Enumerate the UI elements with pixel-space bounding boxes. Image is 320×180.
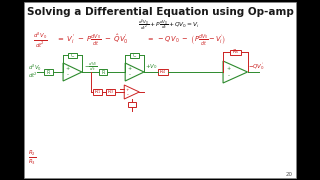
Text: +: + <box>227 66 231 71</box>
Text: R: R <box>101 69 105 75</box>
Text: -: - <box>66 73 68 78</box>
Bar <box>99 69 107 75</box>
Bar <box>93 89 102 95</box>
Text: $\frac{d^2V_0}{dt^2}$: $\frac{d^2V_0}{dt^2}$ <box>33 30 48 50</box>
Text: -: - <box>128 73 131 78</box>
Text: $R_6$: $R_6$ <box>232 48 239 57</box>
Bar <box>106 89 115 95</box>
Text: $-\frac{dV_0}{dt}$: $-\frac{dV_0}{dt}$ <box>84 61 97 73</box>
Text: C: C <box>71 53 74 57</box>
Bar <box>44 69 53 75</box>
Text: $=\ -Q\,V_0\ -\ \left(P\frac{dV_0}{dt}-V_i^{'}\right)$: $=\ -Q\,V_0\ -\ \left(P\frac{dV_0}{dt}-V… <box>146 32 226 48</box>
Text: $=\ V_i^{'}\ -\ P\frac{dV_0}{dt}\ -\ \hat{Q}V_0^{'}$: $=\ V_i^{'}\ -\ P\frac{dV_0}{dt}\ -\ \ha… <box>57 32 129 48</box>
Text: 20: 20 <box>286 172 293 177</box>
Text: $R_4$: $R_4$ <box>159 68 166 76</box>
Text: R: R <box>47 69 50 75</box>
Bar <box>158 69 168 75</box>
Text: $d^2V_0$: $d^2V_0$ <box>28 63 42 73</box>
Bar <box>230 50 241 55</box>
Text: $R_1$: $R_1$ <box>94 87 101 96</box>
Text: Solving a Differential Equation using Op-amp: Solving a Differential Equation using Op… <box>27 7 293 17</box>
Bar <box>68 53 77 57</box>
Text: -: - <box>127 92 129 97</box>
Text: +: + <box>127 66 132 71</box>
Text: $\frac{R_2}{R_3}$: $\frac{R_2}{R_3}$ <box>28 149 36 167</box>
Bar <box>128 102 136 107</box>
Text: $R_3$: $R_3$ <box>107 87 114 96</box>
Text: C: C <box>133 53 136 57</box>
Text: -: - <box>228 73 229 78</box>
Text: $dt^2$: $dt^2$ <box>28 70 38 80</box>
Text: $+V_0$: $+V_0$ <box>145 63 157 71</box>
Text: +: + <box>65 66 69 71</box>
Text: $\frac{d^2V_0}{dt^2}+P\frac{dV_0}{dt}+QV_0=V_i$: $\frac{d^2V_0}{dt^2}+P\frac{dV_0}{dt}+QV… <box>138 17 200 33</box>
Text: $-QV_0^{'}$: $-QV_0^{'}$ <box>248 62 265 72</box>
Text: +: + <box>126 87 129 92</box>
Bar <box>130 53 139 57</box>
